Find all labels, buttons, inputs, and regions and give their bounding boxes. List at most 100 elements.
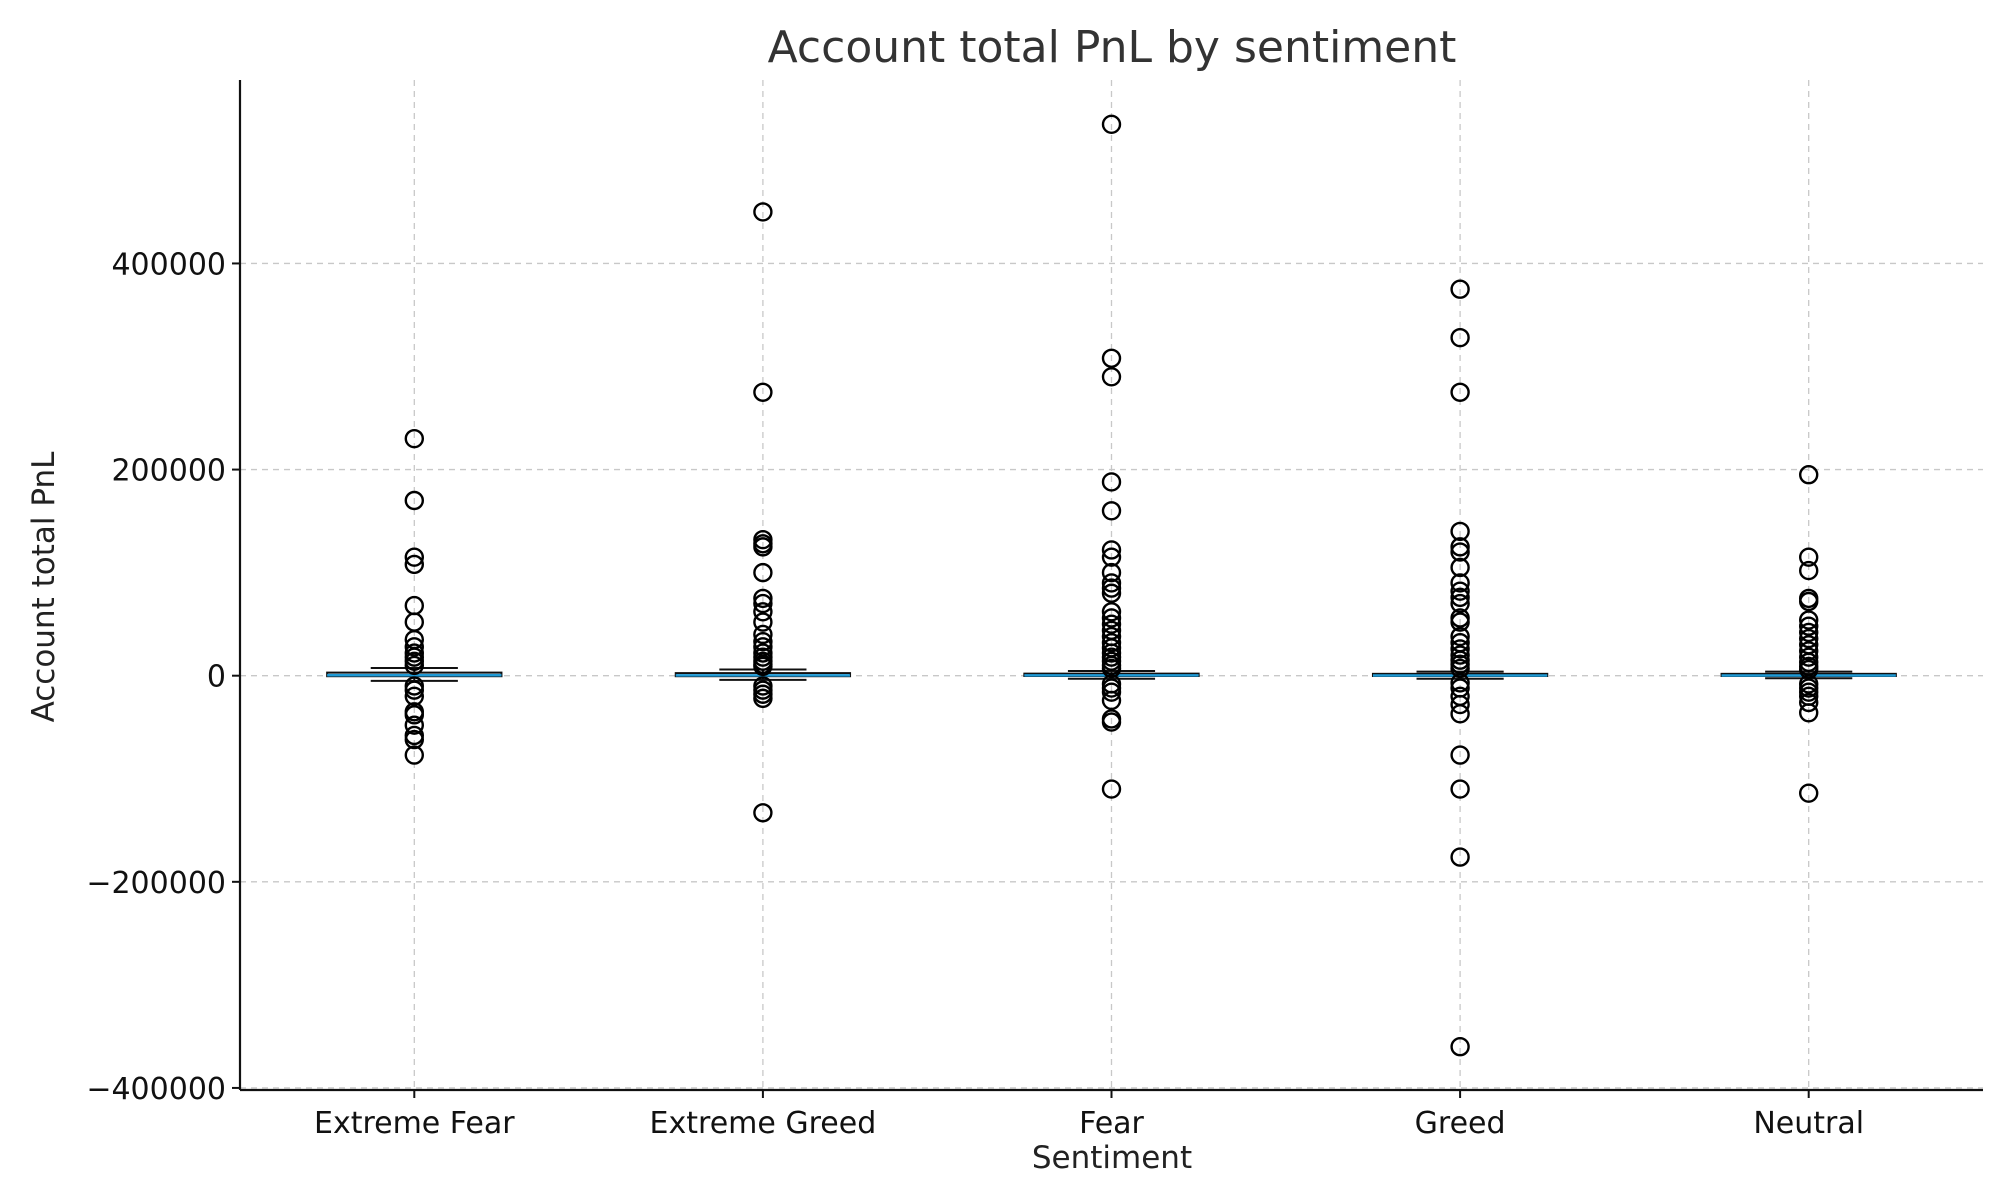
outlier-point [1798,591,1819,612]
outlier-point [753,602,773,622]
outlier-point [1101,602,1122,622]
outlier-point [753,382,773,402]
outlier-point [1450,557,1470,578]
outlier-point [1798,659,1819,680]
chart-title: Account total PnL by sentiment [768,22,1457,73]
outlier-point [1450,694,1470,715]
outlier-point [1798,616,1819,636]
outlier-point [1798,783,1819,803]
outlier-point [753,537,773,557]
outlier-point [404,745,424,765]
outlier-point [1450,521,1470,542]
outlier-point [1450,639,1470,659]
box-group [1023,114,1200,799]
outlier-point [753,562,773,583]
y-tick-label: −400000 [86,1072,226,1107]
outlier-point [404,428,424,449]
outlier-point [404,637,424,657]
outlier-point [1450,327,1470,348]
x-tick-label: Neutral [1753,1106,1864,1141]
outlier-point [1101,562,1122,583]
outlier-point [1101,682,1122,702]
outlier-point [1798,547,1819,567]
outlier-point [753,612,773,632]
outlier-point [1798,628,1819,649]
outlier-point [1101,583,1122,603]
outlier-point [1798,465,1819,485]
outlier-point [753,593,773,614]
outlier-point [1101,608,1122,628]
outlier-point [1450,581,1470,601]
outlier-point [1798,647,1819,667]
box-group [1720,465,1897,803]
outlier-point [1101,712,1122,732]
outlier-point [753,202,773,222]
outlier-point [1101,367,1122,387]
axes: −400000 −200000 0 200000 400000 Extreme Fear E… [86,80,1983,1141]
outlier-point [1101,540,1122,560]
box-group [674,202,852,823]
outlier-point [1101,348,1122,368]
outlier-point [1450,1037,1470,1057]
boxes [326,114,1897,1057]
x-tick-label: Fear [1079,1106,1144,1141]
outlier-point [1101,472,1122,492]
outlier-point [1450,593,1470,614]
outlier-point [404,547,424,567]
outlier-point [753,588,773,609]
y-tick-label: 0 [207,660,226,695]
y-tick-label: 200000 [111,454,226,489]
outlier-point [404,680,424,700]
outlier-point [1450,573,1470,593]
outlier-point [1450,626,1470,647]
outlier-point [753,688,773,709]
outlier-point [1101,779,1122,799]
y-axis-label: Account total PnL [26,451,62,723]
outlier-point [1450,645,1470,665]
outlier-point [1101,578,1122,598]
outlier-point [1101,690,1122,711]
outlier-point [1101,114,1122,135]
outlier-point [1450,587,1470,608]
outlier-point [1101,501,1122,521]
x-axis-label: Sentiment [1032,1140,1192,1176]
outlier-point [753,631,773,652]
outlier-point [1101,658,1122,679]
outlier-point [753,624,773,645]
outlier-point [1101,573,1122,593]
outlier-point [1450,704,1470,724]
outlier-point [404,490,424,511]
outlier-point [404,705,424,725]
x-tick-label: Extreme Greed [650,1106,877,1141]
outlier-point [1450,279,1470,299]
x-tick-label: Extreme Fear [314,1106,515,1141]
outlier-point [404,655,424,676]
outlier-point [1450,537,1470,557]
outlier-point [1450,382,1470,402]
outlier-point [753,803,773,823]
outlier-point [404,729,424,750]
box-group [1371,279,1549,1057]
outlier-point [404,554,424,575]
outlier-point [1798,703,1819,723]
outlier-point [1450,658,1470,679]
outlier-point [1450,745,1470,765]
outlier-point [1798,641,1819,661]
outlier-point [404,686,424,707]
outlier-point [1450,612,1470,632]
x-tick-label: Greed [1415,1106,1506,1141]
y-tick-label: 400000 [111,247,226,282]
outlier-point [753,656,773,677]
outlier-point [1798,610,1819,630]
outlier-point [1450,779,1470,799]
box-group [326,428,503,765]
outlier-point [404,715,424,735]
outlier-point [1450,542,1470,562]
outlier-point [1798,692,1819,713]
outlier-point [1101,547,1122,567]
outlier-point [1101,633,1122,653]
y-tick-label: −200000 [86,866,226,901]
outlier-point [1798,622,1819,643]
outlier-point [1450,847,1470,867]
outlier-point [1450,673,1470,693]
